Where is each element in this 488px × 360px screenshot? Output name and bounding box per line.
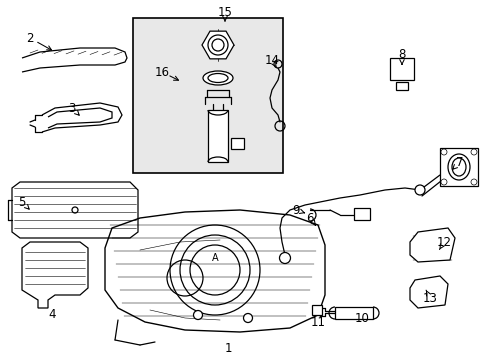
Circle shape (470, 179, 476, 185)
Text: 10: 10 (354, 311, 368, 324)
Text: 12: 12 (436, 235, 450, 248)
Text: 1: 1 (224, 342, 231, 355)
Bar (133, 18, 283, 173)
Bar (395, 82, 407, 90)
Text: 13: 13 (422, 292, 437, 305)
Bar (439, 148, 477, 186)
Text: 2: 2 (26, 31, 34, 45)
Bar (389, 58, 413, 80)
Circle shape (414, 185, 424, 195)
Circle shape (440, 179, 446, 185)
Text: 14: 14 (264, 54, 279, 67)
Ellipse shape (207, 73, 227, 82)
Circle shape (243, 314, 252, 323)
Polygon shape (409, 276, 447, 308)
Polygon shape (409, 228, 454, 262)
Text: 5: 5 (18, 195, 26, 208)
Text: 6: 6 (305, 211, 313, 225)
Text: A: A (211, 253, 218, 263)
Text: 7: 7 (455, 156, 463, 168)
Text: 4: 4 (48, 309, 56, 321)
Bar (311, 305, 321, 315)
Text: 3: 3 (68, 102, 76, 114)
Circle shape (193, 310, 202, 320)
Bar (353, 208, 369, 220)
Circle shape (470, 149, 476, 155)
Bar (230, 138, 244, 149)
Bar (207, 110, 227, 162)
Text: 11: 11 (310, 315, 325, 328)
Ellipse shape (203, 71, 232, 85)
Polygon shape (202, 31, 234, 59)
Circle shape (279, 252, 290, 264)
Circle shape (72, 207, 78, 213)
Bar (334, 307, 372, 319)
Text: 9: 9 (292, 203, 299, 216)
Text: 16: 16 (154, 66, 169, 78)
Text: 8: 8 (398, 49, 405, 62)
Circle shape (440, 149, 446, 155)
Ellipse shape (447, 154, 469, 180)
Text: 15: 15 (217, 5, 232, 18)
